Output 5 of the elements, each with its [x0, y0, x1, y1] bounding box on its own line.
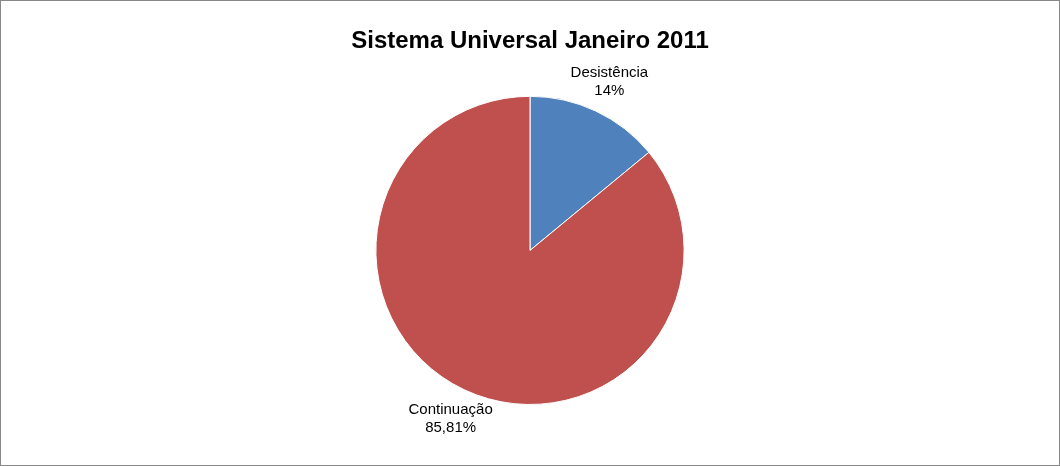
slice-label: Continuação	[408, 399, 493, 417]
chart-title: Sistema Universal Janeiro 2011	[351, 26, 709, 54]
data-label: 85,81%	[425, 417, 477, 435]
data-label: 14%	[594, 81, 625, 99]
slice-label: Desistência	[570, 63, 649, 81]
